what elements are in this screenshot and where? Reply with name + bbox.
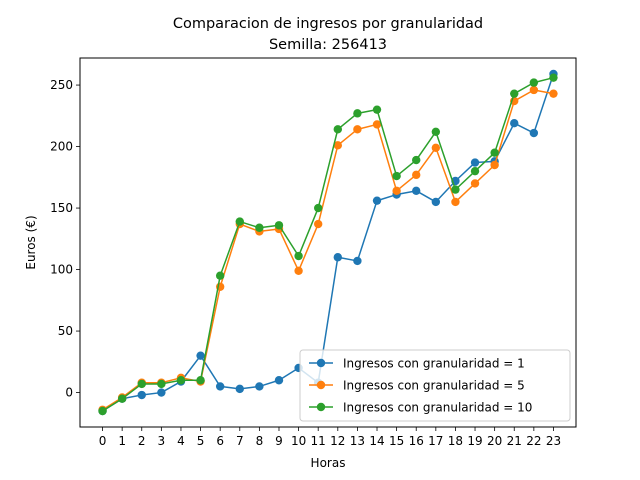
series-3-point bbox=[529, 78, 539, 87]
series-1-point bbox=[529, 128, 539, 138]
series-2-point bbox=[490, 160, 499, 170]
y-axis: 0 50 100 150 200 250 bbox=[50, 78, 80, 400]
series-2-point bbox=[392, 186, 401, 196]
series-3-point bbox=[333, 125, 343, 134]
x-tick-label: 18 bbox=[448, 434, 463, 448]
series-2-point bbox=[549, 89, 558, 98]
x-tick-label: 15 bbox=[389, 434, 404, 448]
series-1-point bbox=[510, 118, 519, 128]
x-tick-label: 11 bbox=[311, 434, 326, 448]
x-axis-label: Horas bbox=[311, 456, 346, 470]
series-3-point bbox=[313, 203, 323, 213]
series-1-point bbox=[235, 384, 244, 394]
x-tick-label: 3 bbox=[158, 434, 166, 448]
series-3-point bbox=[294, 251, 303, 261]
series-2-point bbox=[431, 143, 441, 152]
series-1-point bbox=[372, 196, 382, 205]
x-tick-label: 0 bbox=[99, 434, 107, 448]
series-3-point bbox=[392, 171, 401, 181]
x-tick-label: 4 bbox=[177, 434, 185, 448]
series-3-point bbox=[353, 109, 362, 118]
x-tick-label: 22 bbox=[526, 434, 541, 448]
y-tick-label: 100 bbox=[50, 263, 73, 277]
series-2-point bbox=[451, 197, 460, 207]
y-tick-label: 150 bbox=[50, 201, 73, 215]
series-3-point bbox=[235, 217, 244, 226]
series-1-point bbox=[353, 256, 362, 266]
x-tick-label: 2 bbox=[138, 434, 146, 448]
series-3-point bbox=[176, 376, 186, 385]
series-2-point bbox=[333, 141, 343, 150]
chart-subtitle: Semilla: 256413 bbox=[269, 37, 387, 53]
x-tick-label: 6 bbox=[216, 434, 224, 448]
x-tick-label: 7 bbox=[236, 434, 244, 448]
legend-label: Ingresos con granularidad = 5 bbox=[343, 379, 525, 393]
series-3-point bbox=[510, 89, 519, 98]
series-2-point bbox=[412, 170, 421, 180]
x-tick-label: 16 bbox=[409, 434, 424, 448]
series-2-point bbox=[372, 120, 382, 129]
series-1-point bbox=[470, 158, 480, 167]
series-2-point bbox=[294, 266, 303, 275]
series-2-point bbox=[470, 179, 480, 188]
legend-marker bbox=[316, 358, 326, 368]
series-2-point bbox=[529, 85, 539, 95]
x-axis: 0 1 2 3 4 5 6 7 8 9 10 11 12 13 14 15 16 17 18 19 20 21 22 23 bbox=[99, 427, 561, 448]
x-tick-label: 13 bbox=[350, 434, 365, 448]
series-3-point bbox=[196, 376, 205, 385]
x-tick-label: 1 bbox=[118, 434, 126, 448]
x-tick-label: 21 bbox=[507, 434, 522, 448]
x-tick-label: 10 bbox=[291, 434, 306, 448]
series-3-point bbox=[117, 394, 127, 403]
series-3-point bbox=[451, 185, 460, 194]
series-3-point bbox=[470, 166, 480, 176]
legend-label: Ingresos con granularidad = 10 bbox=[343, 401, 532, 415]
series-1-point bbox=[333, 253, 343, 262]
legend-marker bbox=[316, 380, 326, 390]
legend-box bbox=[299, 349, 571, 422]
series-3-point bbox=[255, 223, 264, 232]
series-3-point bbox=[490, 148, 499, 157]
series-3-point bbox=[412, 155, 421, 165]
series-2-point bbox=[313, 219, 323, 229]
x-tick-label: 23 bbox=[546, 434, 561, 448]
series-1-point bbox=[157, 388, 166, 397]
x-tick-label: 9 bbox=[275, 434, 283, 448]
x-tick-label: 19 bbox=[467, 434, 482, 448]
x-tick-label: 17 bbox=[428, 434, 443, 448]
y-tick-label: 250 bbox=[50, 78, 73, 92]
series-2-point bbox=[353, 125, 362, 134]
legend: Ingresos con granularidad = 1 Ingresos co… bbox=[299, 349, 571, 422]
series-3-point bbox=[549, 73, 558, 82]
x-tick-label: 12 bbox=[330, 434, 345, 448]
x-tick-label: 14 bbox=[369, 434, 384, 448]
series-3-point bbox=[98, 406, 107, 416]
series-3-point bbox=[137, 379, 146, 389]
y-tick-label: 0 bbox=[65, 386, 73, 400]
series-3-point bbox=[431, 127, 441, 136]
legend-label: Ingresos con granularidad = 1 bbox=[343, 357, 525, 371]
x-tick-label: 5 bbox=[197, 434, 205, 448]
series-3-point bbox=[372, 105, 382, 114]
series-1-point bbox=[137, 390, 146, 400]
plot-frame bbox=[79, 57, 577, 428]
y-tick-label: 200 bbox=[50, 140, 73, 154]
series-1-point bbox=[274, 376, 284, 385]
series-1-point bbox=[412, 186, 421, 196]
series-1-point bbox=[196, 351, 205, 360]
series-1-point bbox=[215, 382, 225, 391]
x-tick-label: 8 bbox=[256, 434, 264, 448]
legend-marker bbox=[316, 402, 326, 412]
chart-title: Comparacion de ingresos por granularidad bbox=[173, 16, 483, 32]
x-tick-label: 20 bbox=[487, 434, 502, 448]
series-3-point bbox=[215, 271, 225, 280]
series-3-point bbox=[157, 379, 166, 389]
series-1-point bbox=[431, 197, 441, 207]
y-tick-label: 50 bbox=[58, 324, 73, 338]
series-3-point bbox=[274, 221, 284, 230]
series-1-point bbox=[255, 382, 264, 391]
y-axis-label: Euros (€) bbox=[24, 215, 38, 269]
